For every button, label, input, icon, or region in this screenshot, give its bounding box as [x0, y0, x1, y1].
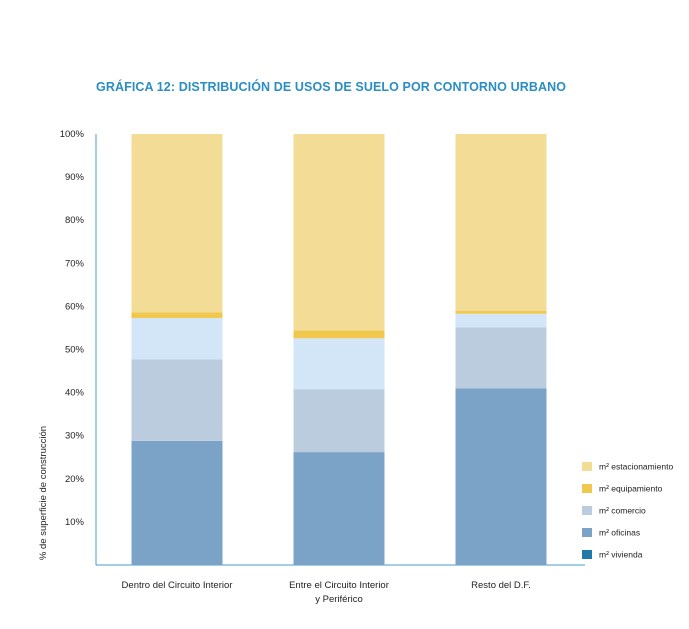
bar-segment	[455, 313, 547, 328]
x-axis: Dentro del Circuito Interior Entre el Cir…	[122, 580, 531, 605]
y-tick-label: 40%	[65, 388, 85, 399]
bars	[131, 134, 547, 565]
legend-label: m² equipamiento	[599, 484, 663, 494]
legend-label: m² oficinas	[599, 528, 640, 538]
legend: m² estacionamiento m² equipamiento m² come…	[582, 462, 673, 560]
bar-segment	[293, 452, 385, 565]
y-tick-label: 70%	[65, 258, 85, 269]
y-tick-label: 30%	[65, 431, 85, 442]
legend-label: m² estacionamiento	[599, 462, 673, 472]
bar-segment	[455, 134, 547, 311]
y-tick-label: 60%	[65, 301, 85, 312]
bar-segment	[293, 330, 385, 339]
chart-title: GRÁFICA 12: DISTRIBUCIÓN DE USOS DE SUEL…	[96, 80, 567, 94]
y-axis-label: % de superficie de construcción	[38, 426, 49, 560]
x-category-label: Entre el Circuito Interior	[289, 580, 389, 591]
x-category-label: Dentro del Circuito Interior	[122, 580, 233, 591]
legend-swatch	[582, 462, 592, 471]
bar-segment	[131, 134, 223, 313]
bar-segment	[293, 338, 385, 390]
legend-swatch	[582, 528, 592, 537]
y-tick-label: 90%	[65, 172, 85, 183]
x-category-label: Resto del D.F.	[471, 580, 531, 591]
bar-segment	[131, 318, 223, 360]
bar-segment	[131, 359, 223, 441]
y-tick-label: 10%	[65, 517, 85, 528]
bar-segment	[293, 134, 385, 331]
legend-swatch	[582, 484, 592, 493]
legend-swatch	[582, 550, 592, 559]
bar-segment	[293, 389, 385, 453]
y-tick-label: 50%	[65, 345, 85, 356]
bar-segment	[455, 310, 547, 314]
bar-segment	[131, 312, 223, 319]
x-category-label: y Periférico	[315, 594, 363, 605]
bar-segment	[131, 440, 223, 565]
legend-label: m² comercio	[599, 506, 646, 516]
legend-swatch	[582, 506, 592, 515]
y-tick-label: 20%	[65, 474, 85, 485]
y-tick-label: 80%	[65, 215, 85, 226]
legend-label: m² vivienda	[599, 550, 643, 560]
bar-segment	[455, 327, 547, 389]
bar-segment	[455, 388, 547, 565]
y-tick-label: 100%	[60, 129, 85, 140]
